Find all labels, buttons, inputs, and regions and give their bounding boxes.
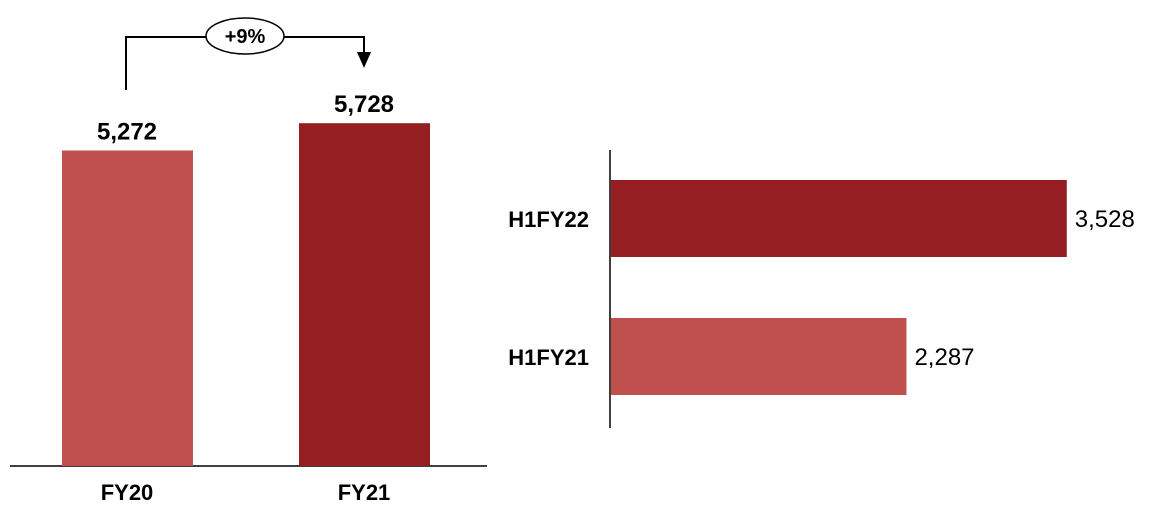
bar-h1fy21 bbox=[611, 318, 907, 395]
value-label-h1fy21: 2,287 bbox=[914, 344, 974, 371]
growth-connector-line bbox=[125, 36, 207, 90]
bar-fy20 bbox=[62, 150, 193, 466]
value-label-fy20: 5,272 bbox=[97, 118, 157, 145]
growth-badge bbox=[205, 17, 285, 55]
right-bar-chart: H1FY22 H1FY21 3,528 2,287 bbox=[508, 150, 1135, 428]
bar-fy21 bbox=[299, 123, 430, 466]
growth-badge-text: +9% bbox=[225, 26, 266, 48]
growth-connector-line-right bbox=[284, 36, 365, 54]
growth-annotation: +9% bbox=[125, 17, 371, 90]
value-label-fy21: 5,728 bbox=[334, 91, 394, 118]
value-label-h1fy22: 3,528 bbox=[1075, 206, 1135, 233]
y-tick-label-h1fy22: H1FY22 bbox=[508, 207, 589, 232]
x-tick-label-fy21: FY21 bbox=[338, 480, 391, 505]
bar-h1fy22 bbox=[611, 180, 1067, 257]
growth-arrowhead-icon bbox=[357, 52, 371, 68]
x-tick-label-fy20: FY20 bbox=[101, 480, 154, 505]
left-bar-chart: 5,272 5,728 FY20 FY21 +9% bbox=[10, 17, 487, 505]
y-tick-label-h1fy21: H1FY21 bbox=[508, 345, 589, 370]
